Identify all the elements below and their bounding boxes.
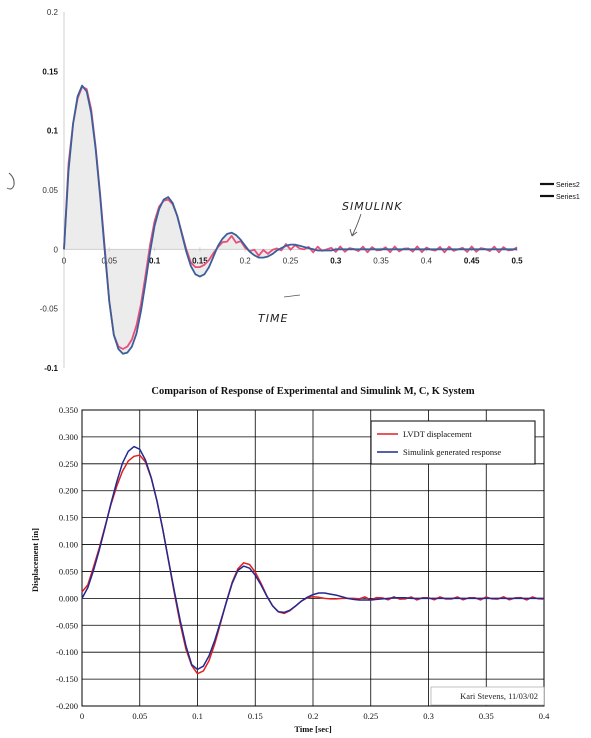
bottom-chart-title: Comparison of Response of Experimental a… bbox=[151, 386, 474, 397]
top-chart-tick-labels: 0.2 0.15 0.1 0.05 0 -0.05 -0.1 0 0.05 0.1 0.15 0.2 0… bbox=[40, 8, 523, 373]
bottom-chart-y-label: Displacement [in] bbox=[30, 528, 40, 592]
bottom-chart-series-lines bbox=[81, 445, 545, 675]
bottom-chart-tick-labels: 0.3500.3000.2500.2000.1500.1000.0500.000… bbox=[56, 405, 550, 721]
top-x-tick-label: 0.25 bbox=[283, 256, 299, 265]
top-x-tick-label: 0.1 bbox=[149, 256, 161, 265]
top-chart-shaded-area bbox=[64, 85, 291, 354]
bottom-y-tick-label: -0.150 bbox=[56, 674, 78, 684]
bottom-y-tick-label: 0.200 bbox=[59, 486, 78, 496]
annotation-time-underline bbox=[283, 294, 301, 298]
top-chart: 0.2 0.15 0.1 0.05 0 -0.05 -0.1 0 0.05 0.1 0.15 0.2 0… bbox=[6, 8, 580, 373]
legend-label-series1: Series1 bbox=[556, 194, 580, 201]
top-x-tick-label: 0 bbox=[62, 256, 67, 265]
top-x-tick-label: 0.4 bbox=[421, 256, 433, 265]
bottom-chart-x-label: Time [sec] bbox=[294, 724, 332, 734]
top-y-tick-label: -0.05 bbox=[40, 305, 59, 314]
top-y-tick-label: 0.15 bbox=[42, 67, 58, 76]
top-y-tick-label: 0.2 bbox=[47, 8, 59, 17]
top-chart-legend: Series2 Series1 bbox=[540, 182, 580, 201]
bottom-chart-legend: LVDT displacement Simulink generated res… bbox=[370, 420, 536, 465]
bottom-y-tick-label: -0.050 bbox=[56, 620, 78, 630]
top-y-tick-label: 0.05 bbox=[42, 186, 58, 195]
top-x-tick-label: 0.3 bbox=[330, 256, 342, 265]
author-note-text: Kari Stevens, 11/03/02 bbox=[460, 691, 538, 701]
top-y-tick-label: 0.1 bbox=[47, 127, 59, 136]
legend-box bbox=[370, 420, 536, 465]
annotation-arrow-icon bbox=[349, 213, 362, 237]
annotation-time: TIME bbox=[258, 312, 288, 325]
bottom-x-tick-label: 0.05 bbox=[132, 711, 147, 721]
top-x-tick-label: 0.45 bbox=[464, 256, 480, 265]
series-line-simulink bbox=[81, 445, 544, 671]
legend-label-simulink: Simulink generated response bbox=[403, 447, 501, 457]
bottom-chart: Comparison of Response of Experimental a… bbox=[30, 386, 550, 734]
bottom-x-tick-label: 0.4 bbox=[539, 711, 550, 721]
bottom-x-tick-label: 0.25 bbox=[363, 711, 378, 721]
top-x-tick-label: 0.15 bbox=[192, 256, 208, 265]
top-x-tick-label: 0.05 bbox=[102, 256, 118, 265]
top-y-tick-label: -0.1 bbox=[44, 364, 58, 373]
top-x-tick-label: 0.5 bbox=[511, 256, 523, 265]
bottom-y-tick-label: 0.300 bbox=[59, 432, 78, 442]
bottom-y-tick-label: 0.350 bbox=[59, 405, 78, 415]
annotation-simulink: SIMULINK bbox=[342, 200, 403, 213]
top-chart-series-lines bbox=[63, 84, 518, 355]
margin-mark-icon bbox=[6, 172, 15, 190]
bottom-x-tick-label: 0.35 bbox=[479, 711, 494, 721]
series-line-series2 bbox=[63, 84, 517, 355]
bottom-x-tick-label: 0 bbox=[80, 711, 84, 721]
bottom-x-tick-label: 0.15 bbox=[248, 711, 263, 721]
bottom-y-tick-label: 0.250 bbox=[59, 459, 78, 469]
bottom-y-tick-label: 0.100 bbox=[59, 540, 78, 550]
bottom-x-tick-label: 0.3 bbox=[423, 711, 434, 721]
top-x-tick-label: 0.35 bbox=[373, 256, 389, 265]
bottom-y-tick-label: 0.150 bbox=[59, 513, 78, 523]
shaded-area bbox=[64, 85, 291, 354]
bottom-y-tick-label: -0.100 bbox=[56, 647, 78, 657]
bottom-y-tick-label: 0.050 bbox=[59, 566, 78, 576]
bottom-y-tick-label: 0.000 bbox=[59, 593, 78, 603]
bottom-x-tick-label: 0.2 bbox=[308, 711, 319, 721]
bottom-y-tick-label: -0.200 bbox=[56, 701, 78, 711]
bottom-chart-author-note: Kari Stevens, 11/03/02 bbox=[430, 686, 545, 706]
legend-label-series2: Series2 bbox=[556, 182, 580, 189]
bottom-x-tick-label: 0.1 bbox=[192, 711, 203, 721]
top-y-tick-label: 0 bbox=[54, 245, 59, 254]
legend-label-lvdt: LVDT displacement bbox=[403, 429, 472, 439]
author-note-box bbox=[430, 686, 545, 706]
top-x-tick-label: 0.2 bbox=[240, 256, 252, 265]
